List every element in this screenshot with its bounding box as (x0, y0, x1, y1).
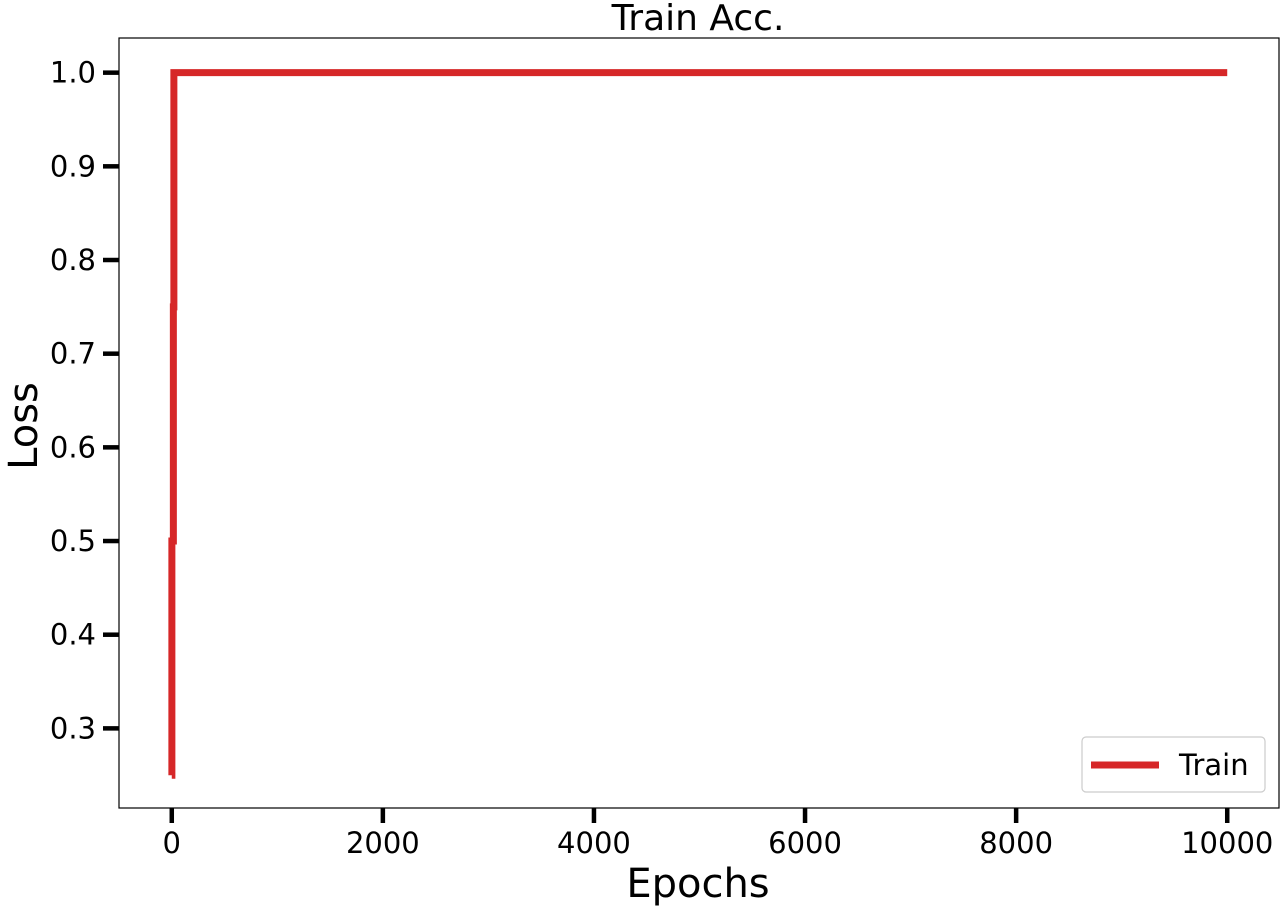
y-tick-label: 0.3 (50, 711, 96, 745)
x-tick-label: 8000 (979, 826, 1053, 860)
x-tick-label: 10000 (1181, 826, 1273, 860)
plot-frame (118, 37, 1280, 809)
y-tick-label: 0.4 (50, 618, 96, 652)
legend-box (1081, 736, 1266, 793)
y-axis: 0.3 0.4 0.5 0.6 0.7 0.8 0.9 1.0 (50, 56, 119, 745)
legend-label-train: Train (1178, 748, 1249, 782)
y-tick-label: 0.6 (50, 430, 96, 464)
y-tick-label: 1.0 (50, 56, 96, 90)
x-tick-label: 4000 (557, 826, 631, 860)
y-tick-label: 0.8 (50, 243, 96, 277)
x-axis-label: Epochs (626, 861, 769, 906)
x-axis: 0 2000 4000 6000 8000 10000 (163, 808, 1273, 860)
y-tick-label: 0.9 (50, 149, 96, 183)
x-tick-label: 6000 (768, 826, 842, 860)
y-tick-label: 0.7 (50, 337, 96, 371)
x-tick-label: 0 (163, 826, 181, 860)
chart-title: Train Acc. (611, 0, 785, 39)
legend: Train (1081, 736, 1266, 793)
plot-area (168, 69, 1228, 779)
x-tick-label: 2000 (346, 826, 420, 860)
y-axis-label: Loss (1, 382, 47, 470)
y-tick-label: 0.5 (50, 524, 96, 558)
series-line-train (168, 69, 1228, 779)
